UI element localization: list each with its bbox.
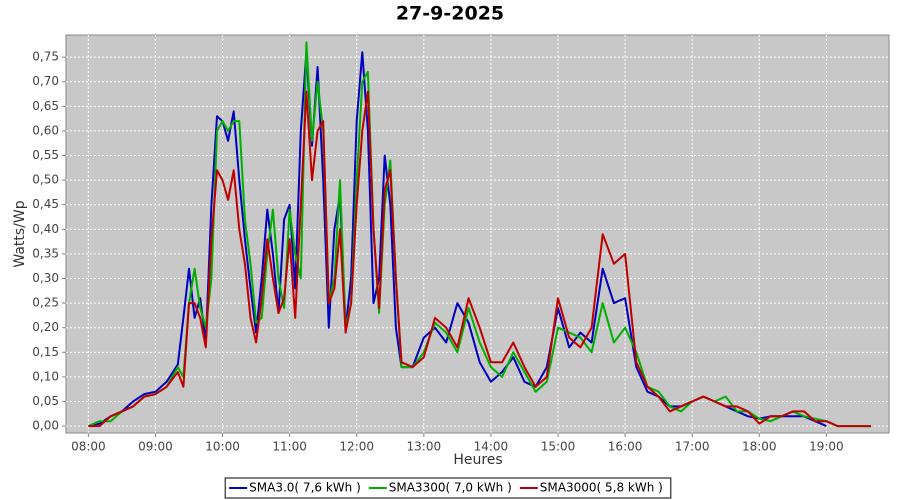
x-tick-label: 15:00 — [541, 440, 576, 454]
y-tick-label: 0,65 — [32, 99, 59, 113]
legend-label: SMA3300( 7,0 kWh ) — [389, 481, 512, 495]
x-tick-label: 17:00 — [675, 440, 710, 454]
y-tick-label: 0,10 — [32, 369, 59, 383]
y-tick-label: 0,45 — [32, 197, 59, 211]
x-tick-label: 14:00 — [474, 440, 509, 454]
y-tick-label: 0,05 — [32, 394, 59, 408]
x-tick-label: 13:00 — [407, 440, 442, 454]
x-tick-label: 16:00 — [608, 440, 643, 454]
legend-label: SMA3.0( 7,6 kWh ) — [249, 481, 361, 495]
y-tick-label: 0,30 — [32, 271, 59, 285]
x-tick-label: 11:00 — [272, 440, 307, 454]
x-tick-label: 19:00 — [809, 440, 844, 454]
chart-title: 27-9-2025 — [396, 3, 504, 25]
plot-area — [65, 34, 890, 434]
legend — [224, 477, 672, 499]
y-axis-label: Watts/Wp — [12, 200, 28, 267]
x-axis-label: Heures — [453, 452, 502, 468]
x-tick-label: 10:00 — [205, 440, 240, 454]
series-line — [88, 90, 872, 428]
y-tick-label: 0,40 — [32, 222, 59, 236]
y-tick-label: 0,70 — [32, 74, 59, 88]
y-tick-label: 0,20 — [32, 320, 59, 334]
y-tick-label: 0,35 — [32, 246, 59, 260]
legend-label: SMA3000( 5,8 kWh ) — [540, 481, 663, 495]
y-tick-label: 0,50 — [32, 173, 59, 187]
x-tick-label: 18:00 — [742, 440, 777, 454]
y-tick-label: 0,00 — [32, 419, 59, 433]
x-tick-label: 12:00 — [339, 440, 374, 454]
y-tick-label: 0,25 — [32, 296, 59, 310]
y-tick-label: 0,55 — [32, 148, 59, 162]
y-tick-label: 0,75 — [32, 50, 59, 64]
x-tick-label: 09:00 — [138, 440, 173, 454]
y-tick-label: 0,15 — [32, 345, 59, 359]
x-tick-label: 08:00 — [71, 440, 106, 454]
y-tick-label: 0,60 — [32, 123, 59, 137]
